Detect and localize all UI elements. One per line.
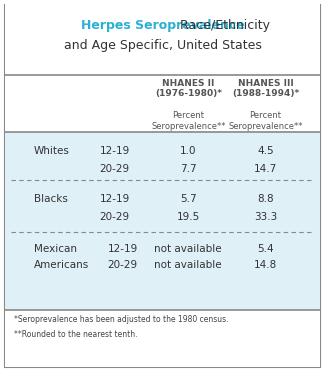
Text: Herpes Seroprevalence: Herpes Seroprevalence [81, 19, 244, 32]
Text: 8.8: 8.8 [257, 194, 274, 204]
Text: Mexican: Mexican [33, 244, 77, 254]
Text: 1.0: 1.0 [180, 146, 197, 156]
FancyBboxPatch shape [5, 132, 320, 310]
Text: 7.7: 7.7 [180, 164, 197, 174]
Text: 33.3: 33.3 [254, 212, 277, 222]
Text: Blacks: Blacks [33, 194, 68, 204]
Text: *Seroprevalence has been adjusted to the 1980 census.: *Seroprevalence has been adjusted to the… [14, 315, 229, 324]
Text: 12-19: 12-19 [108, 244, 138, 254]
Text: NHANES III
(1988-1994)*: NHANES III (1988-1994)* [232, 79, 299, 98]
Text: 12-19: 12-19 [100, 146, 130, 156]
Text: not available: not available [154, 244, 222, 254]
Text: 4.5: 4.5 [257, 146, 274, 156]
Text: 20-29: 20-29 [108, 260, 138, 270]
Text: 19.5: 19.5 [177, 212, 200, 222]
Text: 14.8: 14.8 [254, 260, 277, 270]
Text: 5.4: 5.4 [257, 244, 274, 254]
Text: Whites: Whites [33, 146, 70, 156]
Text: Percent
Seroprevalence**: Percent Seroprevalence** [228, 111, 303, 131]
Text: 14.7: 14.7 [254, 164, 277, 174]
Text: Percent
Seroprevalence**: Percent Seroprevalence** [151, 111, 226, 131]
Text: and Age Specific, United States: and Age Specific, United States [64, 39, 261, 52]
FancyBboxPatch shape [5, 1, 320, 75]
FancyBboxPatch shape [5, 5, 320, 367]
Text: not available: not available [154, 260, 222, 270]
FancyBboxPatch shape [5, 310, 320, 367]
Text: 12-19: 12-19 [100, 194, 130, 204]
Text: 20-29: 20-29 [100, 212, 130, 222]
Text: Americans: Americans [33, 260, 89, 270]
Text: 5.7: 5.7 [180, 194, 197, 204]
FancyBboxPatch shape [5, 75, 320, 132]
Text: **Rounded to the nearest tenth.: **Rounded to the nearest tenth. [14, 330, 138, 339]
Text: 20-29: 20-29 [100, 164, 130, 174]
Text: Race/Ethnicity: Race/Ethnicity [56, 19, 269, 32]
Text: NHANES II
(1976-1980)*: NHANES II (1976-1980)* [155, 79, 222, 98]
